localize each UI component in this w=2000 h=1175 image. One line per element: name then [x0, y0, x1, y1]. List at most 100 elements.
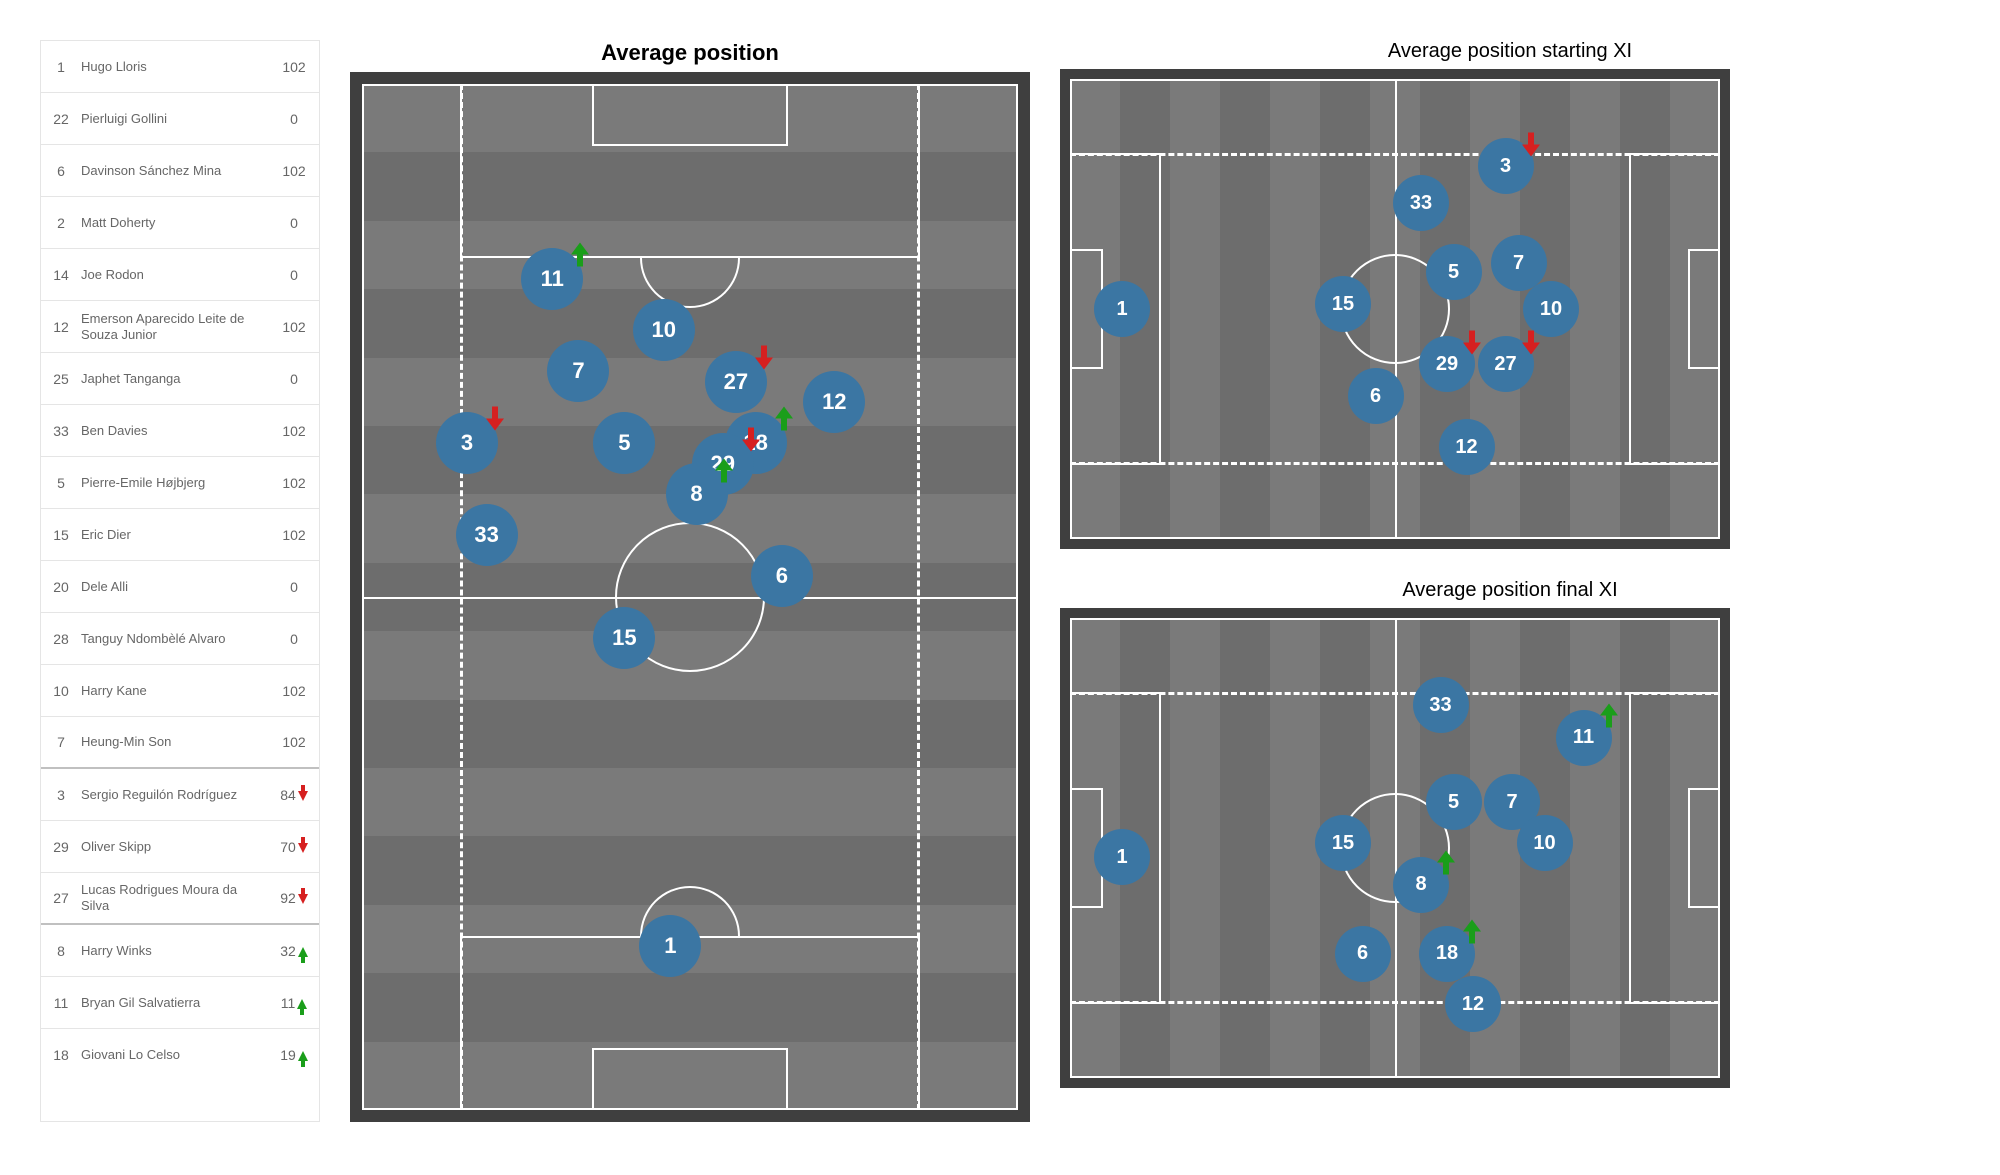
root-container: 1Hugo Lloris10222Pierluigi Gollini06Davi…: [40, 40, 1960, 1122]
player-dot: 33: [1413, 677, 1469, 733]
player-dot: 6: [1348, 368, 1404, 424]
table-row: 29Oliver Skipp70: [41, 821, 319, 873]
player-dot: 5: [593, 412, 655, 474]
table-row: 15Eric Dier102: [41, 509, 319, 561]
table-row: 3Sergio Reguilón Rodríguez84: [41, 769, 319, 821]
player-number: 33: [41, 423, 81, 439]
player-dot: 1: [639, 915, 701, 977]
player-name: Tanguy Ndombèlé Alvaro: [81, 631, 269, 647]
player-name: Japhet Tanganga: [81, 371, 269, 387]
player-minutes: 70: [269, 839, 319, 855]
table-row: 25Japhet Tanganga0: [41, 353, 319, 405]
player-number: 12: [41, 319, 81, 335]
side-pitch-column: Average position starting XI 13335715102…: [1060, 40, 1960, 1122]
player-dot: 12: [1439, 419, 1495, 475]
sub-out-icon: [1522, 132, 1540, 161]
player-name: Giovani Lo Celso: [81, 1047, 269, 1063]
player-dot: 15: [1315, 815, 1371, 871]
player-dot: 10: [1517, 815, 1573, 871]
player-name: Lucas Rodrigues Moura da Silva: [81, 882, 269, 913]
player-number: 18: [41, 1047, 81, 1063]
player-minutes: 0: [269, 631, 319, 647]
sub-out-icon: [486, 407, 504, 436]
player-name: Oliver Skipp: [81, 839, 269, 855]
player-number: 5: [41, 475, 81, 491]
player-number: 27: [41, 890, 81, 906]
player-number: 22: [41, 111, 81, 127]
player-number: 2: [41, 215, 81, 231]
sub-in-icon: [1463, 920, 1481, 949]
sub-out-icon: [742, 427, 760, 456]
starting-pitch-block: Average position starting XI 13335715102…: [1060, 40, 1960, 549]
player-minutes: 102: [269, 163, 319, 179]
sub-in-icon: [298, 1051, 308, 1061]
player-number: 6: [41, 163, 81, 179]
table-row: 20Dele Alli0: [41, 561, 319, 613]
player-name: Pierluigi Gollini: [81, 111, 269, 127]
table-row: 27Lucas Rodrigues Moura da Silva92: [41, 873, 319, 925]
starting-pitch: 13335715102927612: [1060, 69, 1730, 549]
player-minutes: 84: [269, 787, 319, 803]
player-number: 15: [41, 527, 81, 543]
table-row: 18Giovani Lo Celso19: [41, 1029, 319, 1081]
final-pitch-title: Average position final XI: [1060, 579, 1960, 602]
player-dot: 7: [1491, 235, 1547, 291]
final-pitch: 13311571510861812: [1060, 608, 1730, 1088]
sub-in-icon: [297, 999, 307, 1009]
player-minutes: 102: [269, 423, 319, 439]
player-name: Eric Dier: [81, 527, 269, 543]
table-row: 22Pierluigi Gollini0: [41, 93, 319, 145]
main-pitch: 1110727123518298336151: [350, 72, 1030, 1122]
player-name: Davinson Sánchez Mina: [81, 163, 269, 179]
player-number: 10: [41, 683, 81, 699]
player-minutes: 11: [269, 995, 319, 1011]
player-number: 1: [41, 59, 81, 75]
table-row: 28Tanguy Ndombèlé Alvaro0: [41, 613, 319, 665]
sub-in-icon: [775, 407, 793, 436]
player-number: 29: [41, 839, 81, 855]
player-number: 8: [41, 943, 81, 959]
table-row: 14Joe Rodon0: [41, 249, 319, 301]
sub-in-icon: [571, 243, 589, 272]
player-minutes: 102: [269, 475, 319, 491]
player-name: Emerson Aparecido Leite de Souza Junior: [81, 311, 269, 342]
sub-out-icon: [298, 791, 308, 801]
table-row: 33Ben Davies102: [41, 405, 319, 457]
player-dot: 5: [1426, 774, 1482, 830]
player-dot: 33: [1393, 175, 1449, 231]
player-dot: 12: [1445, 976, 1501, 1032]
player-dot: 12: [803, 371, 865, 433]
table-row: 7Heung-Min Son102: [41, 717, 319, 769]
table-row: 10Harry Kane102: [41, 665, 319, 717]
sub-out-icon: [1522, 330, 1540, 359]
player-dot: 5: [1426, 244, 1482, 300]
table-row: 2Matt Doherty0: [41, 197, 319, 249]
player-dot: 7: [547, 340, 609, 402]
player-minutes: 0: [269, 579, 319, 595]
pitches-group: Average position 1110727123518298336151 …: [350, 40, 1960, 1122]
final-pitch-block: Average position final XI 13311571510861…: [1060, 579, 1960, 1088]
sub-in-icon: [1437, 851, 1455, 880]
table-row: 6Davinson Sánchez Mina102: [41, 145, 319, 197]
sub-out-icon: [755, 345, 773, 374]
player-minutes: 102: [269, 319, 319, 335]
player-number: 20: [41, 579, 81, 595]
main-pitch-title: Average position: [350, 40, 1030, 66]
table-row: 11Bryan Gil Salvatierra11: [41, 977, 319, 1029]
player-name: Sergio Reguilón Rodríguez: [81, 787, 269, 803]
sub-in-icon: [1600, 704, 1618, 733]
player-number: 11: [41, 995, 81, 1011]
player-minutes: 102: [269, 59, 319, 75]
sub-out-icon: [298, 894, 308, 904]
player-minutes: 0: [269, 371, 319, 387]
sub-in-icon: [715, 458, 733, 487]
player-minutes: 0: [269, 215, 319, 231]
player-name: Matt Doherty: [81, 215, 269, 231]
player-minutes: 0: [269, 111, 319, 127]
player-dot: 1: [1094, 281, 1150, 337]
player-name: Hugo Lloris: [81, 59, 269, 75]
player-dot: 1: [1094, 829, 1150, 885]
player-name: Dele Alli: [81, 579, 269, 595]
player-dot: 15: [1315, 276, 1371, 332]
sub-out-icon: [1463, 330, 1481, 359]
